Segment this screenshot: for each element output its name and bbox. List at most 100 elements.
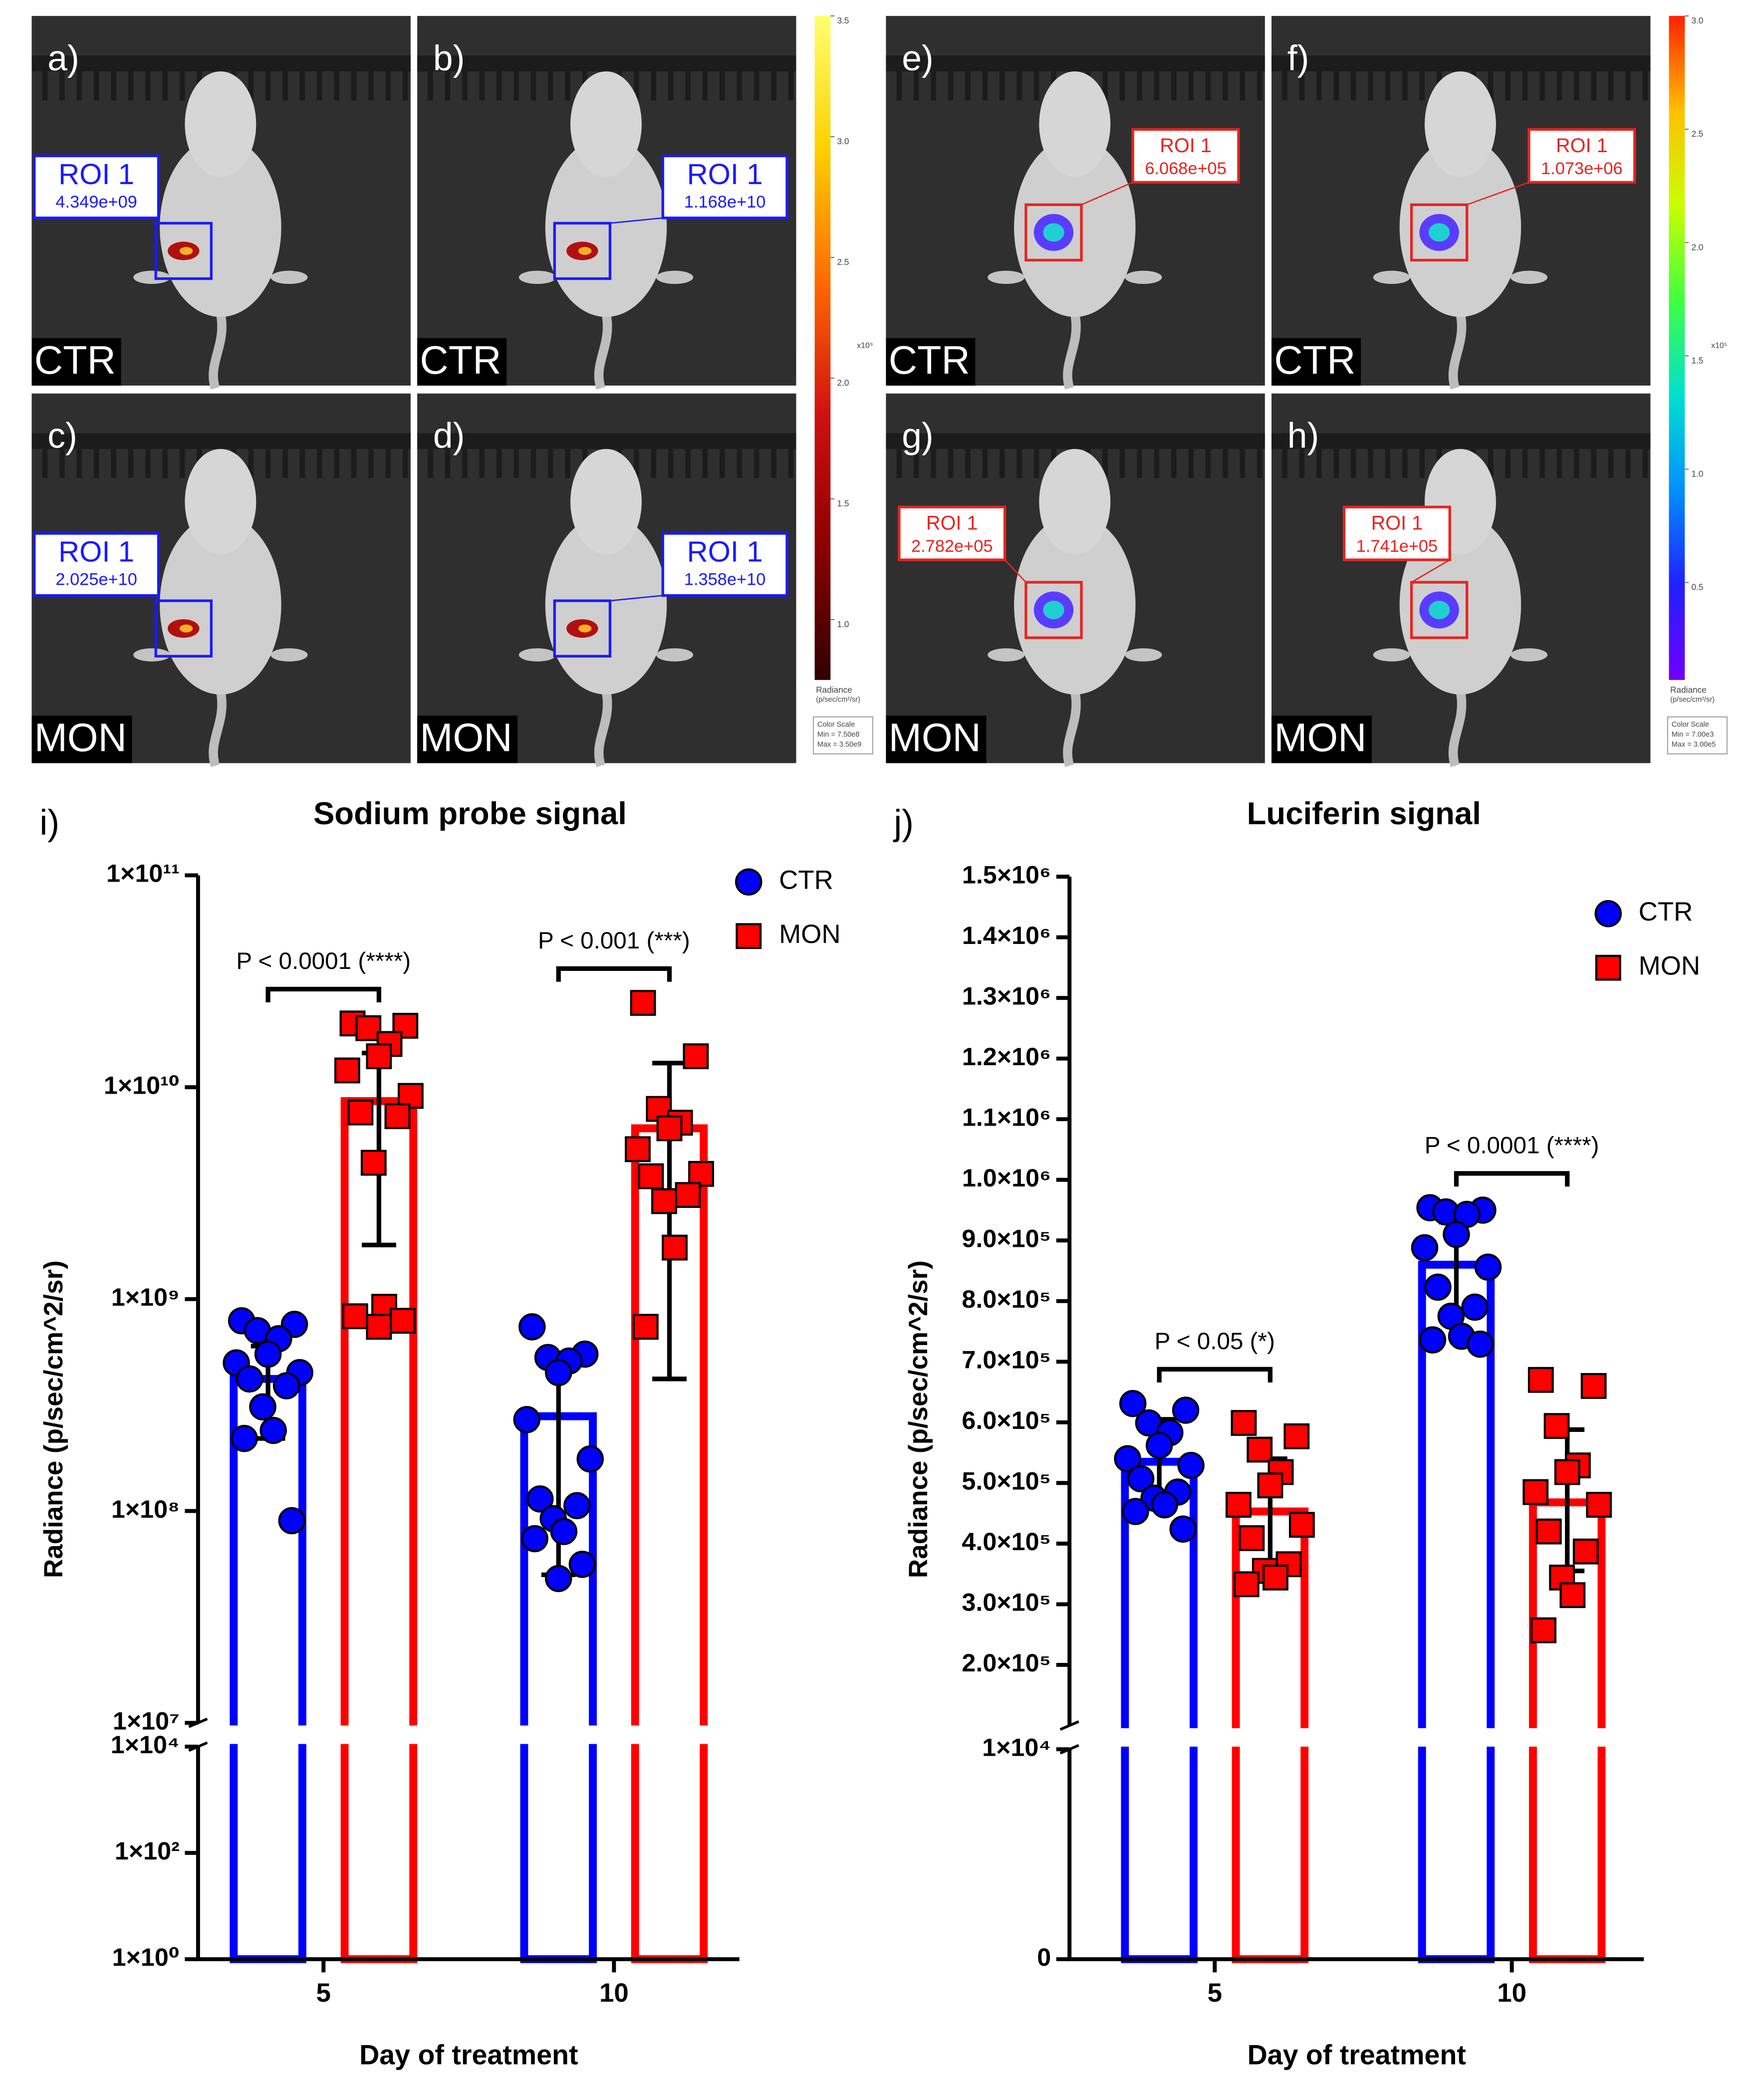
image-panel: ROI 1 2.025e+10 c) MON	[31, 393, 411, 767]
cage-tooth	[1608, 449, 1614, 478]
mouse-head	[1039, 71, 1111, 177]
cage-tooth	[1223, 71, 1228, 101]
data-point	[1443, 1220, 1470, 1248]
mouse-paw	[133, 270, 171, 284]
x-tick-label: 5	[316, 1978, 331, 2008]
mouse-tail	[1063, 312, 1081, 390]
cage-tooth	[428, 449, 433, 478]
data-point	[544, 1359, 572, 1387]
cage-tooth	[1154, 449, 1160, 478]
group-label-bg	[31, 338, 121, 386]
mouse-body	[160, 137, 281, 317]
cage-bar	[886, 55, 1265, 72]
mouse-paw	[1510, 270, 1548, 284]
y-tick-label: 1×10⁴	[982, 1733, 1051, 1761]
cage-tooth	[1257, 71, 1262, 101]
panel-letter: h)	[1287, 416, 1319, 456]
x-tick-label: 5	[1208, 1978, 1222, 2008]
cage-tooth	[351, 71, 357, 101]
roi-rectangle	[1410, 581, 1469, 639]
cage-tooth	[59, 449, 65, 478]
legend-marker	[1595, 954, 1621, 981]
roi-leader	[1004, 559, 1026, 583]
significance-bracket	[556, 966, 672, 982]
data-point	[550, 1518, 578, 1545]
x-tick-label: 10	[1497, 1978, 1526, 2008]
roi-label-box	[1342, 505, 1451, 561]
cage-tooth	[93, 449, 99, 478]
roi-name: ROI 1	[687, 536, 763, 568]
roi-name: ROI 1	[926, 512, 978, 534]
colorbar-scale-text: Color Scale	[817, 721, 855, 729]
cage-tooth	[1368, 449, 1373, 478]
cage-tooth	[651, 71, 657, 101]
cage-tooth	[111, 71, 116, 101]
colorbar-tick-label: 1.0	[1691, 469, 1703, 479]
roi-name: ROI 1	[58, 536, 134, 568]
data-point	[1527, 1367, 1554, 1393]
y-tick-label: 1.5×10⁶	[962, 860, 1051, 889]
mouse-head	[185, 71, 256, 177]
cage-tooth	[1368, 71, 1373, 101]
cage-tooth	[999, 71, 1005, 101]
roi-rectangle	[553, 222, 612, 280]
data-point	[1119, 1390, 1147, 1417]
cage-tooth	[1385, 449, 1391, 478]
cage-tooth	[1488, 449, 1494, 478]
cage-tooth	[914, 449, 919, 478]
cage-tooth	[1033, 71, 1039, 101]
group-label-bg	[886, 715, 987, 763]
data-point	[1419, 1326, 1447, 1354]
roi-value: 1.073e+06	[1541, 159, 1622, 178]
cage-tooth	[42, 71, 48, 101]
mouse-head	[185, 449, 256, 555]
data-point	[1411, 1234, 1439, 1262]
cage-bar	[1271, 55, 1651, 72]
cage-bar	[31, 55, 411, 72]
roi-value: 1.358e+10	[684, 570, 765, 589]
cage-tooth	[771, 449, 776, 478]
cage-tooth	[76, 449, 82, 478]
roi-value: 6.068e+05	[1145, 159, 1226, 178]
roi-rectangle	[553, 599, 612, 658]
colorbar-scale-text: Min = 7.00e3	[1672, 731, 1714, 739]
significance-bracket	[265, 986, 382, 1002]
roi-label-box	[33, 532, 160, 597]
cage-tooth	[914, 71, 919, 101]
data-point	[1145, 1431, 1173, 1459]
cage-tooth	[162, 71, 168, 101]
cage-tooth	[1102, 71, 1108, 101]
cage-tooth	[737, 71, 743, 101]
x-axis-label: Day of treatment	[1248, 2039, 1466, 2070]
roi-value: 2.025e+10	[55, 570, 137, 589]
group-label-bg	[417, 715, 518, 763]
data-point	[576, 1445, 604, 1473]
cage-tooth	[1333, 449, 1339, 478]
cage-tooth	[737, 449, 743, 478]
group-label-bg	[31, 715, 132, 763]
mouse-paw	[988, 270, 1025, 284]
legend-marker	[1594, 900, 1622, 927]
colorbar-tick-label: 1.5	[837, 498, 849, 508]
cage-tooth	[702, 71, 708, 101]
cage-tooth	[685, 71, 691, 101]
data-point	[1474, 1253, 1502, 1281]
panel-letter: b)	[433, 38, 465, 78]
colorbar-tick-label: 1.5	[1691, 355, 1703, 365]
data-point	[1586, 1492, 1612, 1518]
cage-tooth	[351, 449, 357, 478]
signal-blob-core	[1428, 601, 1450, 620]
colorbar-tick-label: 2.5	[1691, 129, 1703, 139]
signal-blob-core	[578, 624, 592, 633]
cage-tooth	[965, 449, 971, 478]
panel-letter: g)	[902, 416, 934, 456]
cage-tooth	[999, 449, 1005, 478]
cage-tooth	[1625, 71, 1631, 101]
colorbar-scale-text: Color Scale	[1672, 721, 1709, 729]
data-point	[236, 1365, 263, 1393]
data-point	[1114, 1445, 1141, 1473]
mouse-head	[1424, 71, 1496, 177]
data-point	[231, 1424, 258, 1452]
mouse-body	[545, 137, 667, 317]
group-label-bg	[1271, 338, 1361, 386]
